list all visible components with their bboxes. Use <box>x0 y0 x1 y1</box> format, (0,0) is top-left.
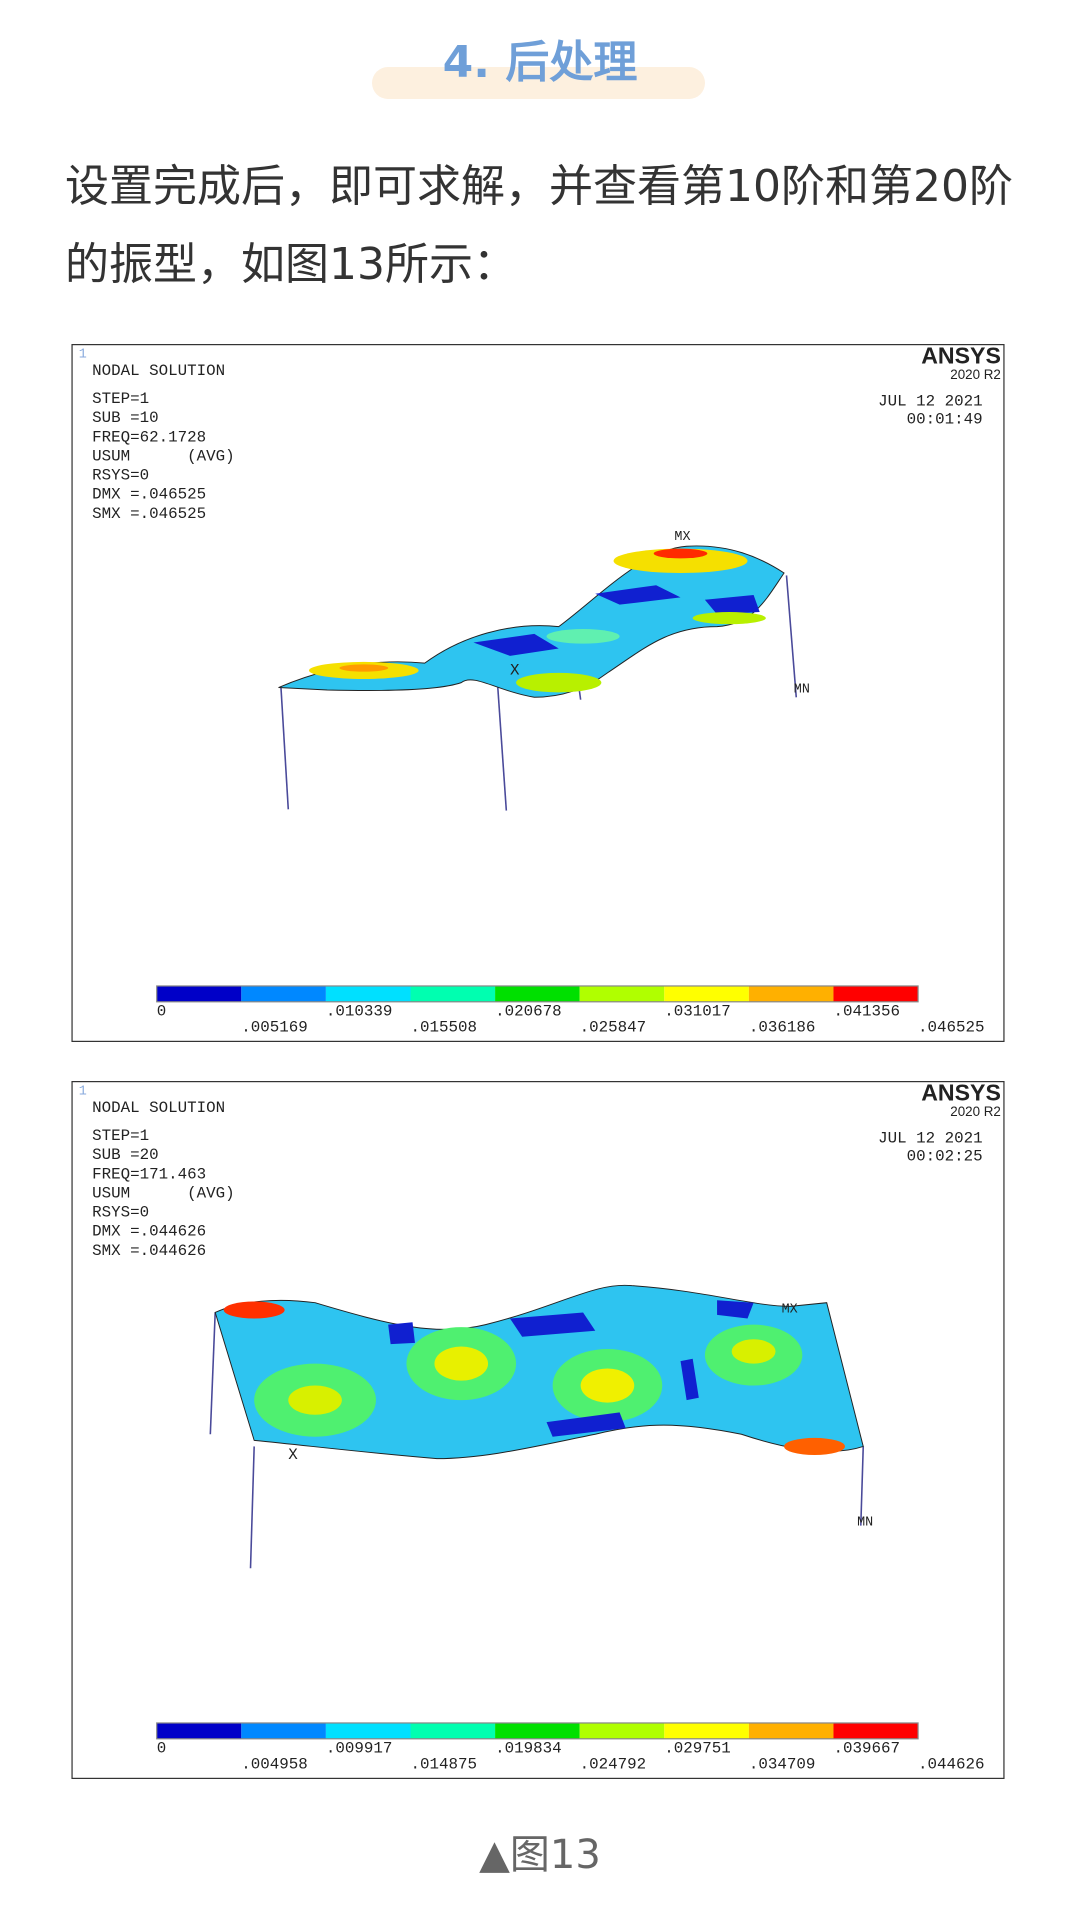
corner-mark: 1 <box>79 1084 87 1099</box>
max-label: MX <box>782 1302 798 1317</box>
legend-label: .031017 <box>664 1003 731 1021</box>
legend-swatch <box>748 985 834 1002</box>
legend-swatch <box>748 1722 834 1739</box>
info-line: SMX =.046525 <box>92 505 206 523</box>
legend-label: 0 <box>157 1740 167 1758</box>
legend-swatch <box>325 1722 411 1739</box>
time: 00:01:49 <box>907 411 983 429</box>
version: 2020 R2 <box>950 1104 1001 1119</box>
legend-label: 0 <box>157 1003 167 1021</box>
legend-label: .041356 <box>833 1003 899 1021</box>
info-line: SMX =.044626 <box>92 1242 206 1260</box>
info-line: RSYS=0 <box>92 1204 149 1222</box>
plot-title: NODAL SOLUTION <box>92 362 225 380</box>
contour-plot <box>278 545 798 811</box>
legend-label: .010339 <box>326 1003 393 1021</box>
legend-swatch <box>833 985 919 1002</box>
legend-swatch <box>664 1722 749 1739</box>
heading-highlight <box>372 67 705 99</box>
info-line: FREQ=171.463 <box>92 1165 206 1183</box>
legend-swatch <box>156 985 242 1002</box>
paragraph: 设置完成后，即可求解，并查看第10阶和第20阶的振型，如图13所示： <box>65 161 1013 290</box>
info-line: USUM (AVG) <box>92 1184 234 1202</box>
legend-label: .024792 <box>580 1756 647 1774</box>
legend-label: .015508 <box>411 1019 478 1037</box>
info-line: SUB =10 <box>92 409 159 427</box>
legend-label: .044626 <box>918 1756 985 1774</box>
info-line: RSYS=0 <box>92 467 149 485</box>
legend-label: .005169 <box>241 1019 308 1037</box>
legend-swatch <box>579 985 665 1002</box>
legend-swatch <box>325 985 411 1002</box>
section-heading: 4. 后处理 <box>442 37 638 88</box>
legend-frame <box>156 1722 919 1740</box>
legend-label: .036186 <box>749 1019 816 1037</box>
brand: ANSYS <box>921 344 1001 369</box>
info-line: FREQ=62.1728 <box>92 428 206 446</box>
info-line: DMX =.044626 <box>92 1223 206 1241</box>
axis-label: X <box>510 662 520 680</box>
legend-label: .019834 <box>495 1740 561 1758</box>
brand: ANSYS <box>921 1081 1001 1106</box>
legend-label: .020678 <box>495 1003 561 1021</box>
info-line: STEP=1 <box>92 1127 149 1145</box>
legend-swatch <box>241 1722 326 1739</box>
legend-label: .029751 <box>664 1740 731 1758</box>
legend-label: .014875 <box>411 1756 478 1774</box>
version: 2020 R2 <box>950 367 1001 382</box>
figure-caption: ▲图13 <box>479 1832 601 1878</box>
info-line: SUB =20 <box>92 1146 159 1164</box>
legend-label: .034709 <box>749 1756 816 1774</box>
legend-label: .004958 <box>241 1756 308 1774</box>
legend-swatch <box>664 985 749 1002</box>
legend-swatch <box>579 1722 665 1739</box>
legend-swatch <box>833 1722 919 1739</box>
legend-label: .046525 <box>918 1019 985 1037</box>
date: JUL 12 2021 <box>878 392 982 410</box>
legend-swatch <box>495 1722 580 1739</box>
time: 00:02:25 <box>907 1148 983 1166</box>
plot-title: NODAL SOLUTION <box>92 1099 225 1117</box>
corner-mark: 1 <box>79 347 87 362</box>
info-line: DMX =.046525 <box>92 486 206 504</box>
legend-swatch <box>156 1722 242 1739</box>
min-label: MN <box>794 682 810 697</box>
date: JUL 12 2021 <box>878 1129 982 1147</box>
max-label: MX <box>674 530 690 545</box>
legend-label: .025847 <box>580 1019 647 1037</box>
legend-swatch <box>241 985 326 1002</box>
axis-label: X <box>288 1446 298 1464</box>
info-line: STEP=1 <box>92 390 149 408</box>
contour-plot <box>209 1284 865 1569</box>
min-label: MN <box>857 1516 873 1531</box>
legend-swatch <box>410 1722 496 1739</box>
legend-frame <box>156 985 919 1003</box>
legend-swatch <box>410 985 496 1002</box>
legend-swatch <box>495 985 580 1002</box>
legend-label: .039667 <box>833 1740 899 1758</box>
info-line: USUM (AVG) <box>92 447 234 465</box>
legend-label: .009917 <box>326 1740 393 1758</box>
